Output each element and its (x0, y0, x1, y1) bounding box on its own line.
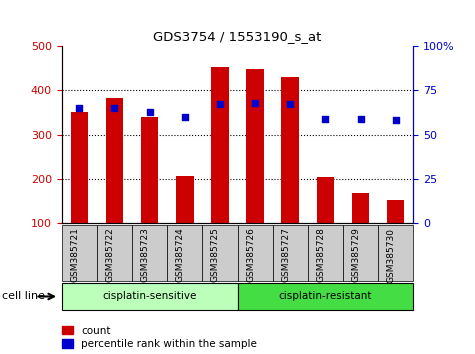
Bar (141, 117, 158, 223)
Bar (62, 283, 238, 310)
Text: cell line: cell line (2, 291, 46, 302)
Point (111, 105, 118, 111)
Point (322, 116, 329, 121)
Bar (316, 177, 334, 223)
Bar (62, 225, 97, 281)
Text: GSM385729: GSM385729 (352, 228, 361, 282)
Bar (97, 225, 132, 281)
Text: GSM385722: GSM385722 (105, 228, 114, 282)
Point (181, 114, 189, 120)
Point (251, 100, 259, 105)
Text: GSM385728: GSM385728 (316, 228, 325, 282)
Text: GSM385730: GSM385730 (387, 228, 396, 282)
Point (357, 116, 364, 121)
Bar (308, 225, 343, 281)
Bar (273, 225, 308, 281)
Bar (387, 200, 404, 223)
Point (216, 102, 224, 107)
Legend: count, percentile rank within the sample: count, percentile rank within the sample (62, 326, 257, 349)
Text: GSM385727: GSM385727 (281, 228, 290, 282)
Bar (71, 113, 88, 223)
Bar (238, 225, 273, 281)
Text: cisplatin-resistant: cisplatin-resistant (279, 291, 372, 302)
Bar (176, 176, 194, 223)
Text: GSM385725: GSM385725 (211, 228, 220, 282)
Bar (211, 67, 228, 223)
Bar (281, 77, 299, 223)
Text: cisplatin-sensitive: cisplatin-sensitive (103, 291, 197, 302)
Title: GDS3754 / 1553190_s_at: GDS3754 / 1553190_s_at (153, 30, 322, 44)
Text: GSM385724: GSM385724 (176, 228, 185, 282)
Text: GSM385723: GSM385723 (141, 228, 150, 282)
Bar (247, 69, 264, 223)
Text: GSM385721: GSM385721 (70, 228, 79, 282)
Bar (167, 225, 202, 281)
Bar (105, 98, 124, 223)
Bar (378, 225, 413, 281)
Point (392, 118, 399, 123)
Bar (202, 225, 238, 281)
Bar (238, 283, 413, 310)
Text: GSM385726: GSM385726 (246, 228, 255, 282)
Point (286, 102, 294, 107)
Point (76, 105, 83, 111)
Bar (132, 225, 167, 281)
Bar (352, 193, 369, 223)
Point (146, 109, 153, 114)
Bar (343, 225, 378, 281)
